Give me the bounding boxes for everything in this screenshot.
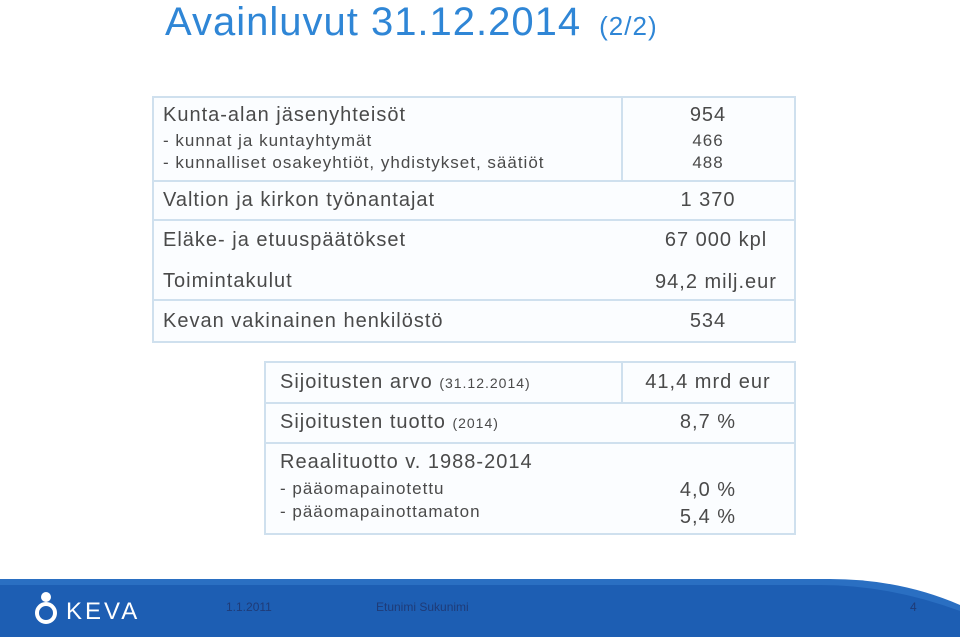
cell: Kunta-alan jäsenyhteisöt: [163, 104, 407, 126]
note: (2014): [452, 415, 499, 431]
footer-date: 1.1.2011: [226, 600, 272, 614]
cell: 1 370: [680, 189, 736, 211]
cell: 94,2 milj.eur: [655, 271, 777, 293]
cell: 41,4 mrd eur: [645, 371, 771, 393]
divider: [621, 96, 623, 182]
logo-text: KEVA: [66, 598, 140, 625]
footer-band: KEVA: [0, 579, 960, 637]
cell: 466: [692, 131, 724, 150]
table-2: [264, 361, 796, 535]
cell: Toimintakulut: [163, 270, 293, 292]
band: [0, 585, 960, 637]
cell: Valtion ja kirkon työnantajat: [163, 189, 436, 211]
divider: [264, 442, 796, 444]
cell: - kunnalliset osakeyhtiöt, yhdistykset, …: [163, 153, 545, 172]
cell: Eläke- ja etuuspäätökset: [163, 229, 407, 251]
cell: 67 000 kpl: [664, 229, 768, 251]
divider: [621, 361, 623, 404]
label: Sijoitusten arvo: [280, 371, 433, 393]
divider: [152, 219, 796, 221]
page-number: 4: [910, 600, 917, 614]
logo-body: [35, 602, 57, 624]
cell: 534: [689, 310, 727, 332]
cell: - kunnat ja kuntayhtymät: [163, 131, 373, 150]
slide-title: Avainluvut 31.12.2014 (2/2): [165, 0, 658, 45]
cell: 954: [689, 104, 727, 126]
cell: 8,7 %: [679, 411, 737, 433]
divider: [152, 180, 796, 182]
footer-author: Etunimi Sukunimi: [376, 600, 469, 614]
cell: 5,4 %: [679, 506, 737, 528]
label: Sijoitusten tuotto: [280, 411, 446, 433]
logo-head: [41, 592, 51, 602]
cell: 4,0 %: [679, 479, 737, 501]
cell: - pääomapainottamaton: [280, 502, 481, 521]
cell: Sijoitusten tuotto (2014): [280, 411, 499, 434]
cell: Sijoitusten arvo (31.12.2014): [280, 371, 531, 394]
cell: - pääomapainotettu: [280, 479, 445, 498]
title-part: (2/2): [599, 11, 658, 41]
cell: Kevan vakinainen henkilöstö: [163, 310, 444, 332]
cell: Reaalituotto v. 1988-2014: [280, 451, 533, 473]
divider: [152, 299, 796, 301]
note: (31.12.2014): [439, 375, 531, 391]
cell: 488: [692, 153, 724, 172]
title-text: Avainluvut 31.12.2014: [165, 0, 582, 44]
divider: [264, 402, 796, 404]
